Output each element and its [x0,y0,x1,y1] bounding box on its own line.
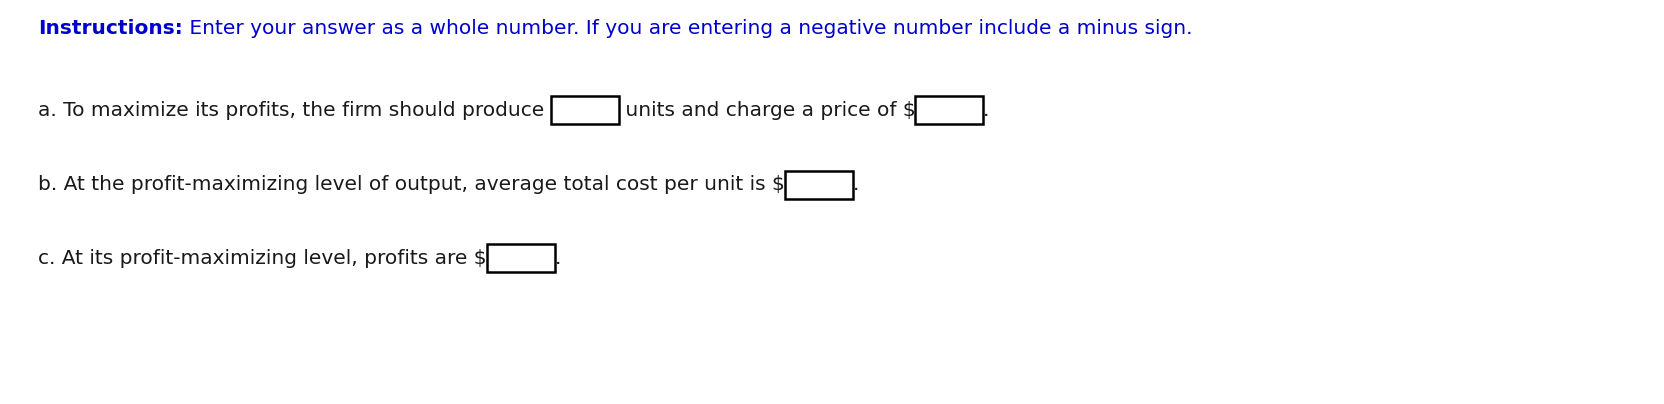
Bar [551,96,619,124]
Text: b. At the profit-maximizing level of output, average total cost per unit is $: b. At the profit-maximizing level of out… [38,175,785,194]
Text: .: . [554,248,561,267]
Text: Instructions:: Instructions: [38,19,183,38]
Text: .: . [852,175,859,194]
Bar [486,244,554,272]
Bar [915,96,983,124]
Text: a. To maximize its profits, the firm should produce: a. To maximize its profits, the firm sho… [38,101,551,120]
Text: .: . [983,101,990,120]
Text: c. At its profit-maximizing level, profits are $: c. At its profit-maximizing level, profi… [38,248,486,267]
Text: Enter your answer as a whole number. If you are entering a negative number inclu: Enter your answer as a whole number. If … [183,19,1191,38]
Text: units and charge a price of $: units and charge a price of $ [619,101,915,120]
Bar [785,171,852,199]
